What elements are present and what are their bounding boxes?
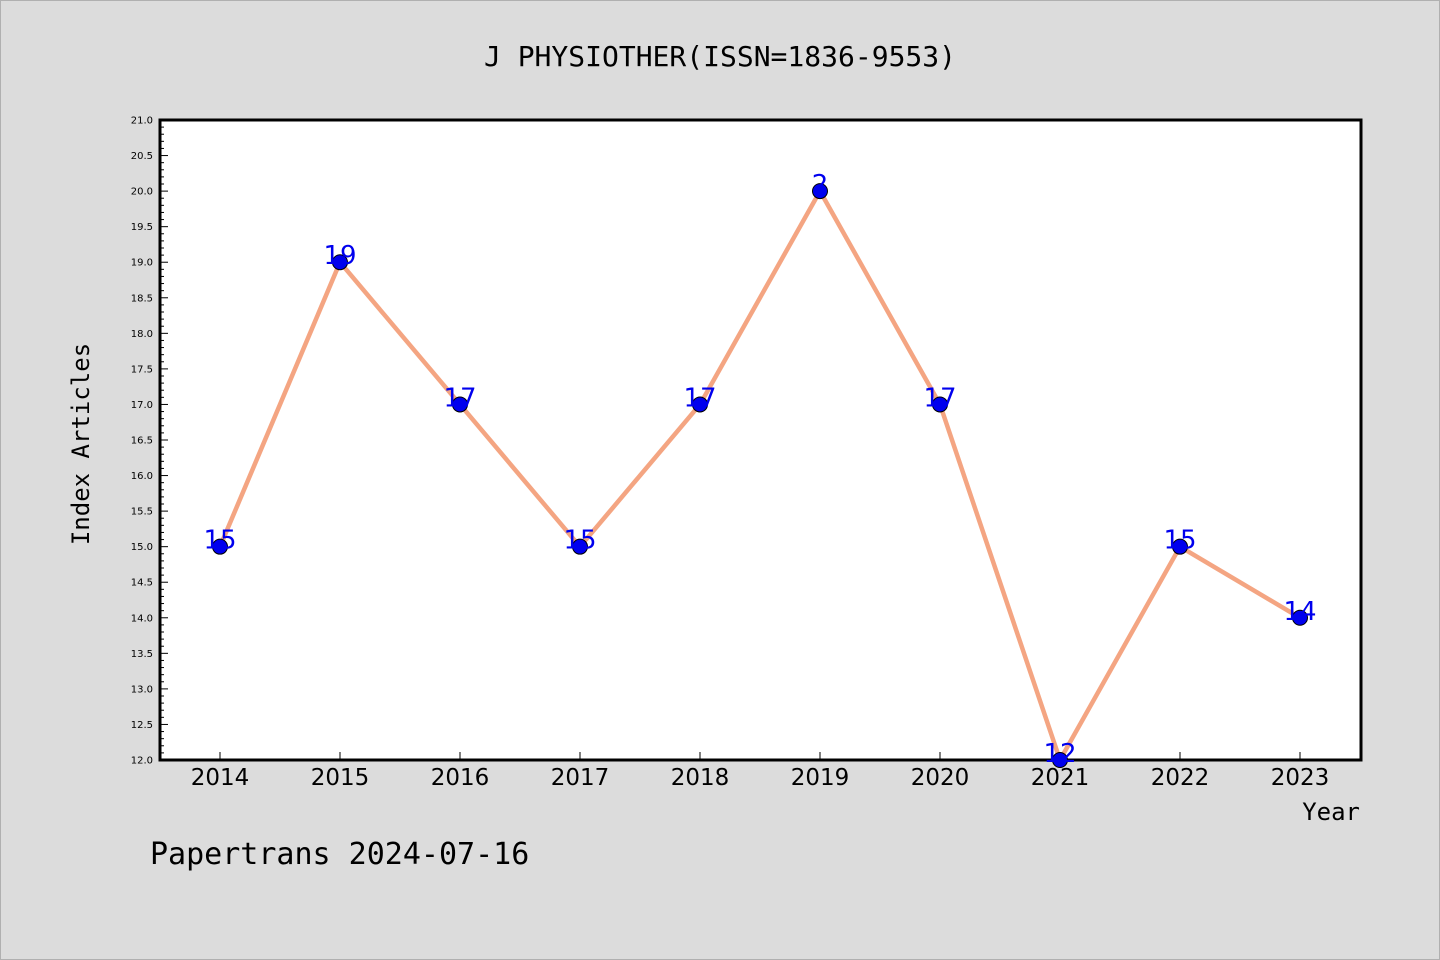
y-axis-label: Index Articles [67, 343, 95, 545]
plot-area [158, 118, 1363, 762]
y-tick-label: 13.5 [131, 649, 153, 660]
x-axis-label: Year [1302, 798, 1360, 826]
data-label: 17 [683, 383, 716, 413]
data-point [452, 396, 468, 413]
y-tick-label: 20.0 [131, 187, 153, 198]
data-label: 19 [323, 241, 356, 271]
data-label: 12 [1043, 739, 1076, 769]
y-tick-label: 18.5 [131, 293, 153, 304]
y-tick-label: 12.5 [131, 720, 153, 731]
y-tick-label: 12.0 [131, 756, 153, 767]
y-tick-label: 15.5 [131, 507, 153, 518]
series-line [217, 188, 1303, 763]
x-tick-label: 2015 [311, 765, 370, 791]
y-tick-label: 16.5 [131, 436, 153, 447]
x-axis-ticks: 2014 2015 2016 2017 2018 2019 2020 2021 2022 2023 [191, 752, 1330, 791]
y-axis-ticks: 12.0 12.5 13.0 13.5 14.0 14.5 15.0 15.5 16.0 16.5… [131, 116, 168, 767]
y-tick-label: 16.0 [131, 471, 153, 482]
data-label: 15 [1163, 526, 1196, 556]
data-point [1052, 752, 1068, 768]
y-tick-label: 14.0 [131, 613, 153, 624]
data-label: 14 [1283, 597, 1316, 627]
data-point [812, 183, 828, 200]
data-label: 15 [563, 526, 596, 556]
data-point [692, 396, 708, 413]
data-point [932, 396, 948, 413]
data-point [572, 538, 588, 555]
data-point [1172, 538, 1188, 555]
x-tick-label: 2017 [551, 765, 610, 791]
x-tick-label: 2014 [191, 765, 250, 791]
x-tick-label: 2021 [1031, 765, 1090, 791]
data-point [332, 254, 348, 271]
data-markers [212, 183, 1308, 768]
y-tick-label: 13.0 [131, 684, 153, 695]
data-point [1292, 609, 1308, 626]
footer-credit: Papertrans 2024-07-16 [150, 837, 529, 872]
x-tick-label: 2022 [1151, 765, 1210, 791]
y-tick-label: 18.0 [131, 329, 153, 340]
y-tick-label: 19.0 [131, 258, 153, 269]
y-tick-label: 14.5 [131, 578, 153, 589]
y-tick-label: 15.0 [131, 542, 153, 553]
data-label: 2 [812, 170, 829, 200]
x-tick-label: 2023 [1271, 765, 1330, 791]
data-point [212, 538, 228, 555]
data-label: 15 [203, 526, 236, 556]
data-label: 17 [923, 383, 956, 413]
data-label: 17 [443, 383, 476, 413]
y-tick-label: 17.5 [131, 364, 153, 375]
x-tick-label: 2019 [791, 765, 850, 791]
y-tick-label: 17.0 [131, 400, 153, 411]
series-line-group [217, 188, 1303, 763]
x-tick-label: 2020 [911, 765, 970, 791]
y-tick-label: 21.0 [131, 116, 153, 127]
y-tick-label: 20.5 [131, 151, 153, 162]
y-tick-label: 19.5 [131, 222, 153, 233]
chart-title: J PHYSIOTHER(ISSN=1836-9553) [484, 40, 956, 73]
x-tick-label: 2018 [671, 765, 730, 791]
x-tick-label: 2016 [431, 765, 490, 791]
data-labels: 15 19 17 15 17 2 17 12 15 14 [203, 170, 1316, 769]
